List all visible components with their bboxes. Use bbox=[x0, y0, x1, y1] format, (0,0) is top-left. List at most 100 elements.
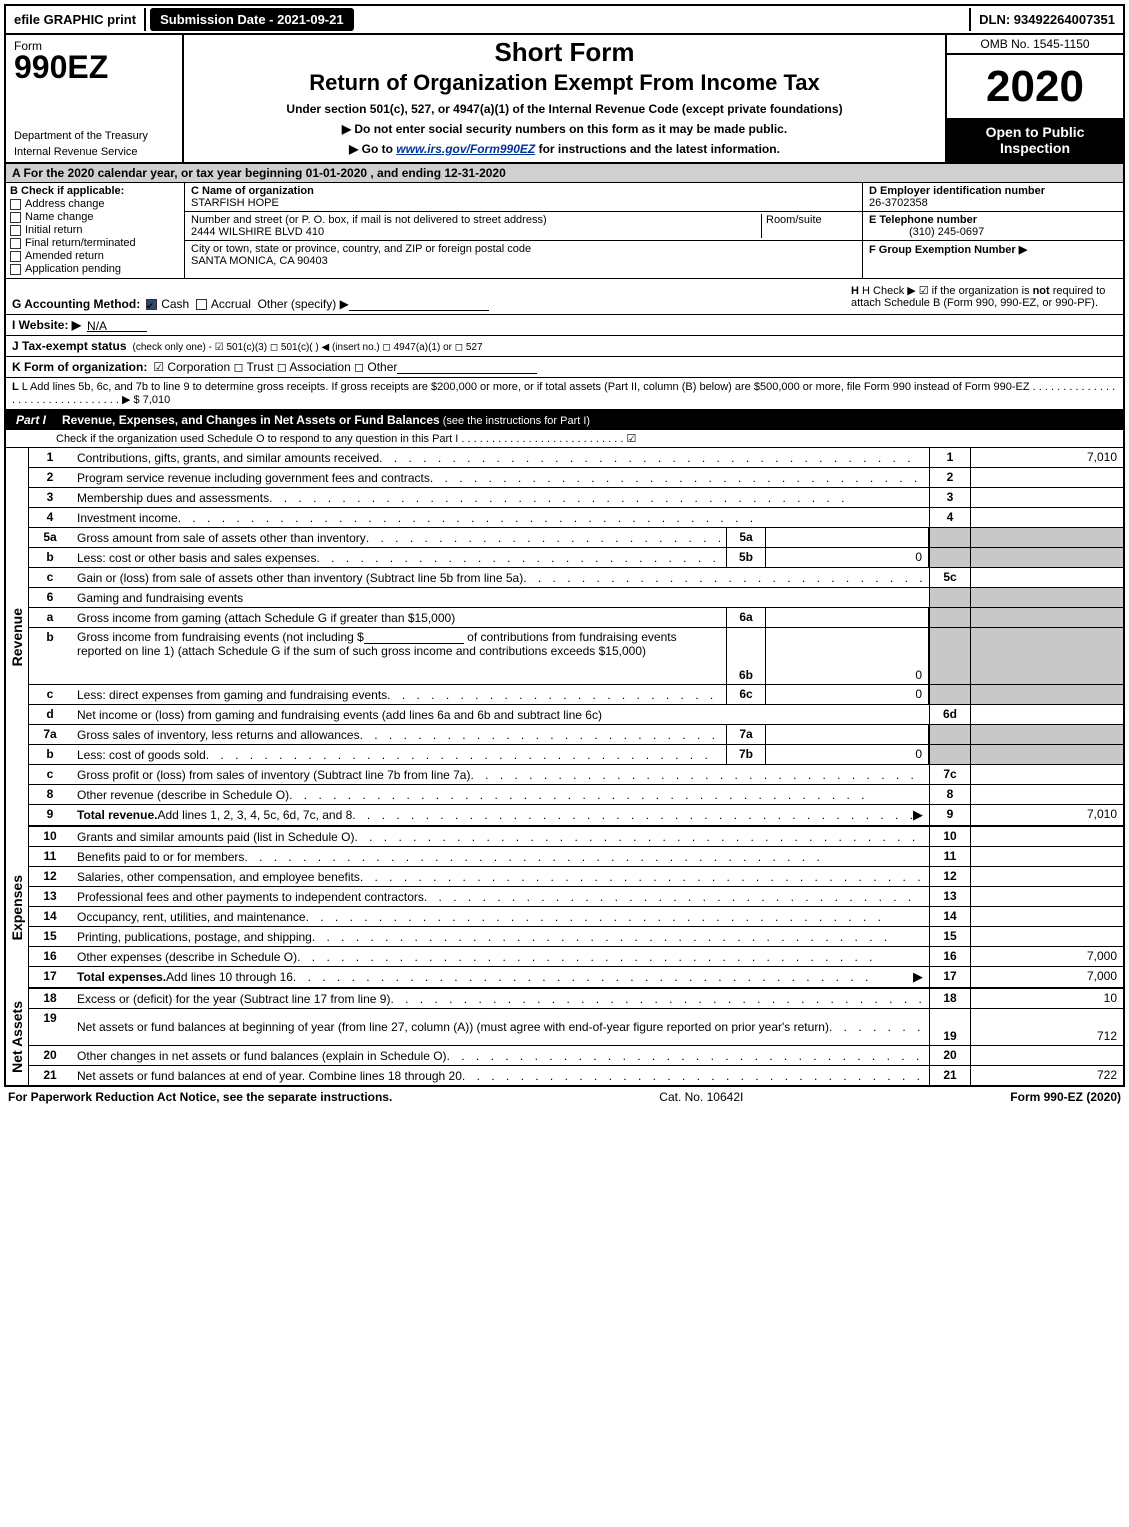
city-label: City or town, state or province, country… bbox=[191, 243, 531, 255]
room-label: Room/suite bbox=[761, 214, 856, 238]
line-18-num: 18 bbox=[29, 989, 71, 1008]
line-2-box: 2 bbox=[929, 468, 971, 487]
dept-label: Department of the Treasury bbox=[14, 130, 174, 142]
line-6-num: 6 bbox=[29, 588, 71, 607]
dln-label: DLN: 93492264007351 bbox=[969, 8, 1123, 31]
submission-date-badge: Submission Date - 2021-09-21 bbox=[150, 8, 354, 31]
line-7b-mv: 0 bbox=[766, 745, 929, 764]
footer-left: For Paperwork Reduction Act Notice, see … bbox=[8, 1090, 392, 1104]
nossn-text: ▶ Do not enter social security numbers o… bbox=[192, 122, 937, 136]
e-label: E Telephone number bbox=[869, 214, 977, 226]
part1-sub: (see the instructions for Part I) bbox=[440, 415, 590, 427]
line-1-desc: Contributions, gifts, grants, and simila… bbox=[77, 451, 379, 465]
line-15-desc: Printing, publications, postage, and shi… bbox=[77, 930, 312, 944]
line-6d-num: d bbox=[29, 705, 71, 724]
goto-pre: ▶ Go to bbox=[349, 142, 396, 156]
line-5a-desc: Gross amount from sale of assets other t… bbox=[77, 531, 366, 545]
check-pending: Application pending bbox=[25, 263, 121, 275]
line-7b-mn: 7b bbox=[726, 745, 766, 764]
form-number: 990EZ bbox=[14, 49, 174, 86]
line-16-desc: Other expenses (describe in Schedule O) bbox=[77, 950, 297, 964]
line-5b-mv: 0 bbox=[766, 548, 929, 567]
short-form-title: Short Form bbox=[192, 37, 937, 68]
i-label: I Website: ▶ bbox=[12, 318, 81, 332]
part1-title: Revenue, Expenses, and Changes in Net As… bbox=[62, 413, 440, 427]
line-6c-desc: Less: direct expenses from gaming and fu… bbox=[77, 688, 387, 702]
line-12-desc: Salaries, other compensation, and employ… bbox=[77, 870, 360, 884]
website: N/A bbox=[87, 319, 147, 332]
line-6d-box: 6d bbox=[929, 705, 971, 724]
line-6b-num: b bbox=[29, 628, 71, 684]
goto-post: for instructions and the latest informat… bbox=[535, 142, 780, 156]
check-addr: Address change bbox=[25, 198, 105, 210]
line-1-num: 1 bbox=[29, 448, 71, 467]
line-2-num: 2 bbox=[29, 468, 71, 487]
line-6b-mn: 6b bbox=[726, 628, 766, 684]
j-row: J Tax-exempt status (check only one) - ☑… bbox=[4, 336, 1125, 357]
line-17-box: 17 bbox=[929, 967, 971, 987]
line-4-desc: Investment income bbox=[77, 511, 178, 525]
revenue-tab: Revenue bbox=[7, 608, 27, 666]
part1-tab: Part I bbox=[6, 410, 56, 430]
line-15-box: 15 bbox=[929, 927, 971, 946]
line-11-desc: Benefits paid to or for members bbox=[77, 850, 244, 864]
topbar: efile GRAPHIC print Submission Date - 20… bbox=[4, 4, 1125, 35]
tax-year: 2020 bbox=[986, 60, 1084, 114]
check-header: B Check if applicable: bbox=[10, 185, 180, 197]
line-1-box: 1 bbox=[929, 448, 971, 467]
form-header: Form 990EZ Department of the Treasury In… bbox=[4, 35, 1125, 164]
footer: For Paperwork Reduction Act Notice, see … bbox=[4, 1087, 1125, 1107]
line-9-val: 7,010 bbox=[971, 805, 1123, 825]
footer-right: Form 990-EZ (2020) bbox=[1010, 1090, 1121, 1104]
line-15-num: 15 bbox=[29, 927, 71, 946]
line-6c-mn: 6c bbox=[726, 685, 766, 704]
line-4-num: 4 bbox=[29, 508, 71, 527]
part1-header: Part I Revenue, Expenses, and Changes in… bbox=[4, 410, 1125, 430]
entity-block: B Check if applicable: Address change Na… bbox=[4, 183, 1125, 279]
netassets-tab: Net Assets bbox=[7, 1001, 27, 1073]
g-other: Other (specify) ▶ bbox=[258, 297, 349, 311]
g-label: G Accounting Method: bbox=[12, 297, 140, 311]
line-12-box: 12 bbox=[929, 867, 971, 886]
line-10-desc: Grants and similar amounts paid (list in… bbox=[77, 830, 354, 844]
line-7a-mn: 7a bbox=[726, 725, 766, 744]
line-17-val: 7,000 bbox=[971, 967, 1123, 987]
line-5c-num: c bbox=[29, 568, 71, 587]
line-20-box: 20 bbox=[929, 1046, 971, 1065]
g-accrual: Accrual bbox=[211, 297, 251, 311]
line-19-desc: Net assets or fund balances at beginning… bbox=[77, 1020, 829, 1034]
line-3-desc: Membership dues and assessments bbox=[77, 491, 269, 505]
line-10-box: 10 bbox=[929, 827, 971, 846]
line-6b-mv: 0 bbox=[766, 628, 929, 684]
line-17-desc2: Add lines 10 through 16 bbox=[166, 970, 293, 984]
line-7a-num: 7a bbox=[29, 725, 71, 744]
line-5a-mn: 5a bbox=[726, 528, 766, 547]
line-8-desc: Other revenue (describe in Schedule O) bbox=[77, 788, 289, 802]
goto-link[interactable]: www.irs.gov/Form990EZ bbox=[396, 142, 535, 156]
i-row: I Website: ▶ N/A bbox=[4, 315, 1125, 336]
line-9-desc2: Add lines 1, 2, 3, 4, 5c, 6d, 7c, and 8 bbox=[157, 808, 352, 822]
line-5c-box: 5c bbox=[929, 568, 971, 587]
address-column: C Name of organization STARFISH HOPE Num… bbox=[185, 183, 862, 278]
city: SANTA MONICA, CA 90403 bbox=[191, 255, 328, 267]
part1-check: Check if the organization used Schedule … bbox=[4, 430, 1125, 448]
line-11-box: 11 bbox=[929, 847, 971, 866]
line-1-val: 7,010 bbox=[971, 448, 1123, 467]
main-table: Revenue 1 Contributions, gifts, grants, a… bbox=[4, 448, 1125, 1087]
h-not: not bbox=[1033, 285, 1050, 297]
line-17-num: 17 bbox=[29, 967, 71, 987]
irs-label: Internal Revenue Service bbox=[14, 146, 174, 158]
g-cash: Cash bbox=[161, 297, 189, 311]
line-13-num: 13 bbox=[29, 887, 71, 906]
line-20-desc: Other changes in net assets or fund bala… bbox=[77, 1049, 447, 1063]
line-6b-desc1: Gross income from fundraising events (no… bbox=[77, 630, 364, 644]
k-rest: ☑ Corporation ◻ Trust ◻ Association ◻ Ot… bbox=[153, 360, 397, 374]
line-6c-mv: 0 bbox=[766, 685, 929, 704]
line-20-num: 20 bbox=[29, 1046, 71, 1065]
f-label: F Group Exemption Number ▶ bbox=[869, 244, 1027, 256]
line-8-num: 8 bbox=[29, 785, 71, 804]
line-5b-mn: 5b bbox=[726, 548, 766, 567]
line-8-box: 8 bbox=[929, 785, 971, 804]
line-6a-desc: Gross income from gaming (attach Schedul… bbox=[77, 611, 455, 625]
street-label: Number and street (or P. O. box, if mail… bbox=[191, 214, 547, 226]
